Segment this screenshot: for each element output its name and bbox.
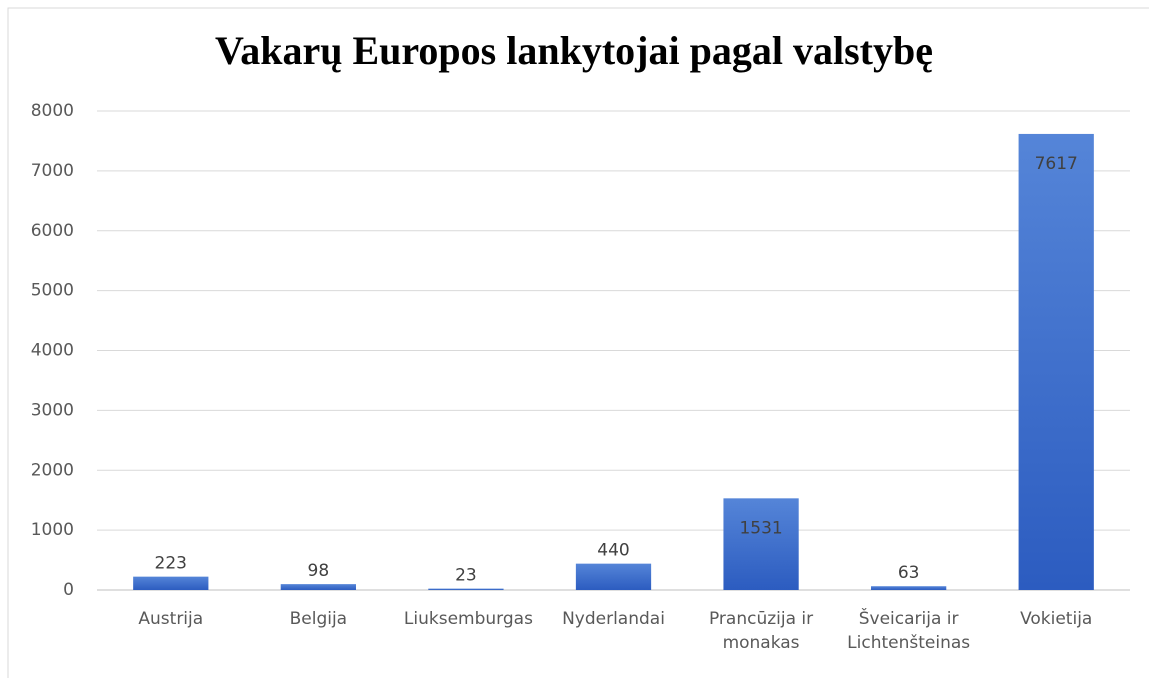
x-tick-label: Prancūzija ir monakas (708, 609, 814, 653)
bar (575, 563, 652, 590)
bar (133, 576, 209, 590)
y-tick-label: 0 (63, 580, 74, 600)
chart-border (7, 7, 1149, 678)
y-tick-label: 8000 (31, 101, 74, 121)
data-label: 223 (155, 554, 187, 574)
x-tick-label: Šveicarija ir Lichtenšteinas (847, 609, 971, 653)
x-tick-label: Liuksemburgas (403, 609, 533, 629)
bar (280, 584, 356, 590)
data-label: 23 (455, 566, 477, 586)
y-tick-label: 6000 (31, 221, 74, 241)
y-tick-label: 3000 (31, 400, 74, 420)
data-label: 1531 (739, 518, 782, 538)
x-tick-label: Vokietija (1020, 609, 1093, 629)
chart-title: Vakarų Europos lankytojai pagal valstybę (215, 28, 933, 73)
data-label: 440 (597, 541, 629, 561)
bar (428, 588, 504, 590)
x-tick-label: Belgija (289, 609, 348, 629)
y-tick-label: 2000 (31, 460, 74, 480)
bar (1018, 133, 1094, 590)
y-tick-label: 4000 (31, 341, 74, 361)
bar (723, 498, 799, 590)
data-label: 63 (898, 563, 920, 583)
data-label: 7617 (1035, 154, 1078, 174)
y-tick-label: 5000 (31, 281, 74, 301)
data-label: 98 (308, 561, 330, 581)
bar (871, 586, 947, 590)
y-tick-label: 1000 (31, 520, 74, 540)
y-tick-label: 7000 (31, 161, 74, 181)
x-tick-label: Austrija (138, 609, 204, 629)
x-tick-label: Nyderlandai (562, 609, 665, 629)
